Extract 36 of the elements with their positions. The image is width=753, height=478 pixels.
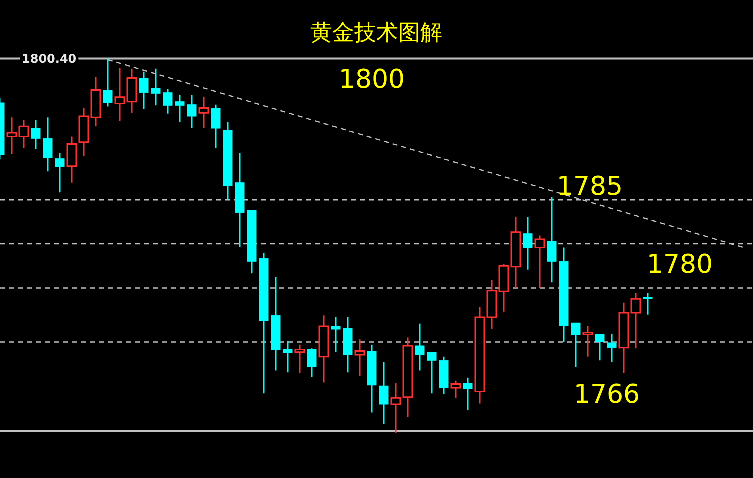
candlestick bbox=[547, 196, 557, 284]
annotation: 1766 bbox=[574, 380, 640, 410]
chart-title: 黄金技术图解 bbox=[310, 21, 442, 46]
candlestick bbox=[571, 322, 581, 368]
candlestick bbox=[607, 333, 617, 364]
annotation: 1785 bbox=[556, 172, 624, 202]
candlestick bbox=[211, 104, 221, 149]
candlestick bbox=[523, 216, 533, 271]
candlestick bbox=[66, 136, 78, 184]
candlestick bbox=[307, 348, 317, 378]
candlestick bbox=[582, 326, 594, 358]
candlestick bbox=[379, 362, 389, 425]
candlestick bbox=[139, 71, 149, 110]
candlestick bbox=[331, 316, 341, 354]
candlestick bbox=[643, 292, 653, 316]
candlestick bbox=[198, 96, 210, 130]
annotation: 1800.40 bbox=[22, 52, 77, 66]
candlestick bbox=[283, 340, 293, 374]
candlestick bbox=[450, 380, 462, 399]
candlestick bbox=[294, 344, 306, 374]
candlestick bbox=[463, 377, 473, 411]
annotation: 1780 bbox=[646, 250, 714, 280]
candlestick bbox=[55, 152, 65, 194]
candlestick bbox=[31, 120, 41, 150]
candlestick bbox=[415, 323, 425, 372]
candlestick bbox=[151, 68, 161, 106]
candlestick bbox=[427, 352, 437, 394]
candlestick bbox=[595, 333, 605, 362]
candlestick bbox=[163, 88, 173, 115]
annotation: 1800 bbox=[338, 65, 406, 95]
candlestick bbox=[354, 338, 366, 377]
candlestick bbox=[103, 57, 113, 108]
candlestick bbox=[187, 94, 197, 130]
candlestick bbox=[175, 94, 185, 123]
candlestick bbox=[43, 116, 53, 172]
candlestick bbox=[534, 235, 546, 289]
